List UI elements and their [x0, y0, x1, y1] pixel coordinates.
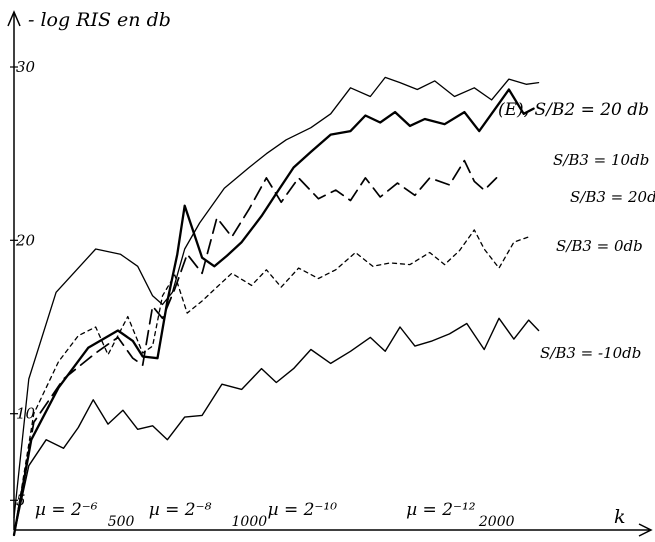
- x-tick-label-2: 2000: [478, 514, 515, 530]
- y-tick-label-0: 5: [16, 491, 26, 509]
- x-axis-arrow: [638, 523, 653, 537]
- series-layer: [12, 76, 540, 537]
- y-tick-label-3: 30: [16, 58, 36, 76]
- series-label-0db: S/B3 = 0db: [556, 237, 643, 255]
- series-line-2: [13, 159, 498, 536]
- x-axis-label: k: [614, 506, 626, 528]
- mu-label-0: µ = 2⁻⁶: [35, 500, 98, 520]
- x-tick-label-0: 500: [108, 514, 135, 530]
- series-label-10db: S/B3 = 10db: [553, 151, 649, 169]
- axes: [7, 10, 653, 537]
- y-tick-label-2: 20: [15, 231, 36, 249]
- mu-label-3: µ = 2⁻¹²: [406, 500, 476, 520]
- series-label-minus10db: S/B3 = -10db: [540, 344, 641, 362]
- mu-label-2: µ = 2⁻¹⁰: [268, 500, 338, 520]
- y-axis-arrow: [7, 10, 21, 27]
- mu-label-1: µ = 2⁻⁸: [149, 500, 212, 520]
- series-line-1: [12, 88, 535, 537]
- series-line-4: [13, 317, 540, 536]
- series-line-0: [13, 76, 540, 519]
- series-line-3: [13, 229, 530, 536]
- y-tick-label-1: 10: [16, 405, 36, 423]
- series-label-e-20db: (E), S/B2 = 20 db: [498, 100, 649, 120]
- tick-layer: 5 10 20 30 500 1000 2000 µ = 2⁻⁶ µ = 2⁻⁸ µ = 2⁻¹⁰…: [10, 58, 515, 530]
- y-axis-label: - log RIS en db: [28, 9, 171, 31]
- x-tick-label-1: 1000: [232, 514, 268, 530]
